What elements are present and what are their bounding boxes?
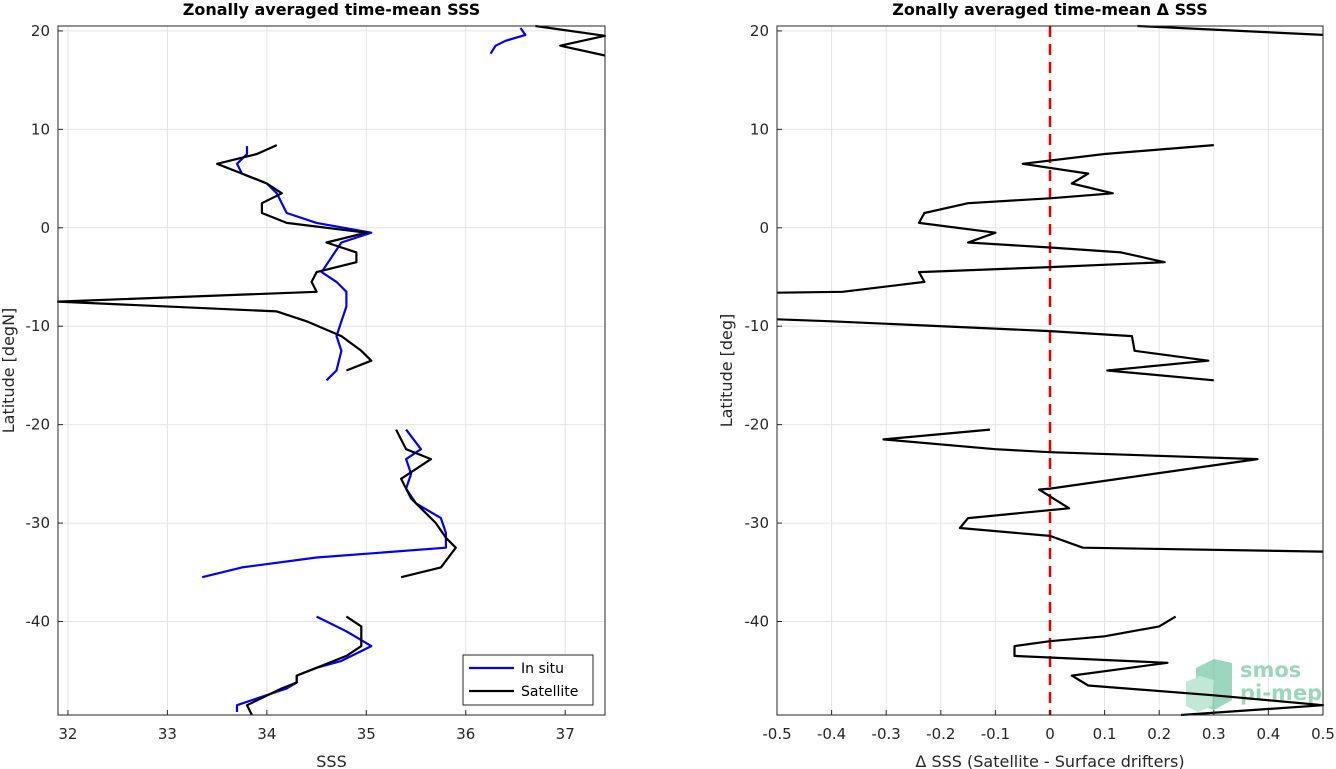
sss-y-tick-label: -10 — [26, 317, 51, 335]
delta-sss-x-tick-label: -0.3 — [872, 725, 901, 743]
sss-y-tick-label: -30 — [26, 514, 51, 532]
sss-y-tick-label: 0 — [40, 219, 50, 237]
sss-x-tick-label: 36 — [456, 725, 475, 743]
delta-sss-delta-line — [1013, 615, 1325, 717]
delta-sss-title: Zonally averaged time-mean Δ SSS — [892, 0, 1208, 19]
logo-text-smos: smos — [1240, 658, 1301, 682]
delta-sss-y-label: Latitude [deg] — [717, 314, 736, 428]
legend-satellite-label: Satellite — [521, 684, 578, 700]
sss-in-situ-line — [489, 27, 527, 55]
sss-y-tick-label: -40 — [26, 612, 51, 630]
sss-plot-area — [58, 26, 605, 715]
delta-sss-x-tick-label: 0.2 — [1147, 725, 1171, 743]
delta-sss-x-tick-label: 0.1 — [1093, 725, 1117, 743]
smos-pimep-logo: smos pi-mep — [1186, 658, 1322, 712]
delta-sss-y-tick-label: -30 — [745, 514, 770, 532]
delta-sss-x-tick-label: -0.1 — [981, 725, 1010, 743]
delta-sss-panel: smos pi-mep -0.5 -0.4 -0.3 -0.2 -0.1 0 0.1 0.2 0… — [717, 0, 1335, 769]
delta-sss-x-tick-label: 0.3 — [1202, 725, 1226, 743]
delta-sss-y-tick-label: 20 — [750, 22, 769, 40]
sss-y-label: Latitude [degN] — [0, 308, 18, 434]
sss-y-ticks: 20 10 0 -10 -20 -30 -40 — [26, 22, 63, 630]
sss-title: Zonally averaged time-mean SSS — [183, 0, 481, 19]
sss-satellite-line — [395, 429, 457, 579]
sss-x-ticks: 32 33 34 35 36 37 — [58, 710, 575, 743]
delta-sss-x-tick-label: 0.5 — [1311, 725, 1335, 743]
sss-panel: 32 33 34 35 36 37 20 10 0 -10 -20 -30 -40 Zonally a… — [0, 0, 607, 769]
sss-x-label: SSS — [316, 752, 346, 769]
delta-sss-y-tick-label: -10 — [745, 317, 770, 335]
delta-sss-delta-line — [882, 428, 1324, 553]
sss-x-tick-label: 32 — [58, 725, 77, 743]
delta-sss-x-label: Δ SSS (Satellite - Surface drifters) — [915, 752, 1184, 769]
sss-satellite-line — [535, 24, 607, 57]
delta-sss-y-tick-label: -40 — [745, 612, 770, 630]
delta-sss-x-ticks: -0.5 -0.4 -0.3 -0.2 -0.1 0 0.1 0.2 0.3 0.4 0.5 — [762, 710, 1335, 743]
delta-sss-x-tick-label: 0 — [1045, 725, 1055, 743]
delta-sss-x-tick-label: -0.4 — [817, 725, 846, 743]
sss-x-tick-label: 37 — [556, 725, 575, 743]
sss-x-tick-label: 34 — [257, 725, 276, 743]
delta-sss-series — [776, 24, 1325, 717]
delta-sss-y-tick-label: 0 — [759, 219, 769, 237]
legend-box — [462, 654, 594, 706]
delta-sss-delta-line — [776, 144, 1214, 294]
sss-y-tick-label: -20 — [26, 416, 51, 434]
sss-satellite-line — [56, 144, 373, 372]
delta-sss-delta-line — [1137, 24, 1324, 36]
delta-sss-delta-line — [776, 318, 1214, 382]
sss-satellite-line — [245, 615, 363, 716]
sss-axes-box — [57, 25, 606, 716]
delta-sss-x-tick-label: -0.2 — [926, 725, 955, 743]
sss-in-situ-line — [201, 428, 447, 579]
sss-series — [56, 24, 607, 716]
delta-sss-y-tick-label: -20 — [745, 416, 770, 434]
sss-y-tick-label: 20 — [31, 22, 50, 40]
legend-insitu-label: In situ — [521, 661, 564, 677]
sss-grid — [58, 26, 605, 715]
sss-x-tick-label: 33 — [158, 725, 177, 743]
delta-sss-y-ticks: 20 10 0 -10 -20 -30 -40 — [745, 22, 782, 630]
legend: In situ Satellite — [462, 654, 594, 706]
delta-sss-x-tick-label: -0.5 — [762, 725, 791, 743]
sss-x-tick-label: 35 — [357, 725, 376, 743]
delta-sss-x-tick-label: 0.4 — [1256, 725, 1280, 743]
delta-sss-y-tick-label: 10 — [750, 120, 769, 138]
sss-y-tick-label: 10 — [31, 120, 50, 138]
